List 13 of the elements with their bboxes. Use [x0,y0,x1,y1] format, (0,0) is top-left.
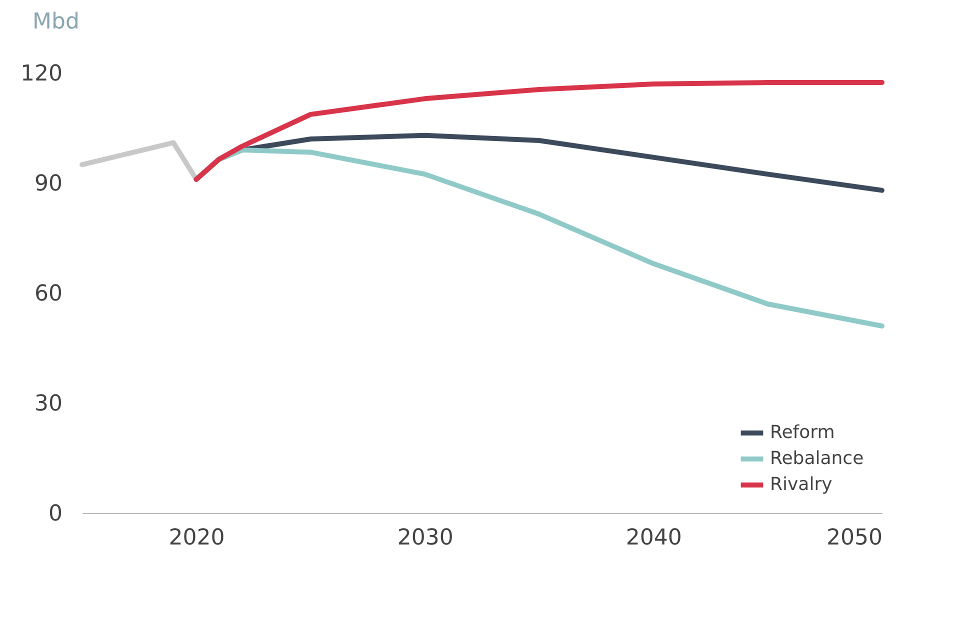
x-tick-label: 2050 [826,526,882,550]
legend-label: Reform [770,422,835,443]
x-tick-label: 2040 [626,526,682,550]
y-tick-label: 0 [48,502,62,526]
x-tick-label: 2030 [397,526,454,550]
y-tick-label: 30 [34,392,62,416]
legend-label: Rebalance [770,448,864,469]
y-tick-label: 60 [34,282,62,306]
x-tick-label: 2020 [168,526,225,550]
y-axis-title: Mbd [32,10,80,34]
legend-label: Rivalry [770,474,833,495]
y-tick-label: 90 [34,172,62,196]
y-tick-label: 120 [20,62,62,86]
